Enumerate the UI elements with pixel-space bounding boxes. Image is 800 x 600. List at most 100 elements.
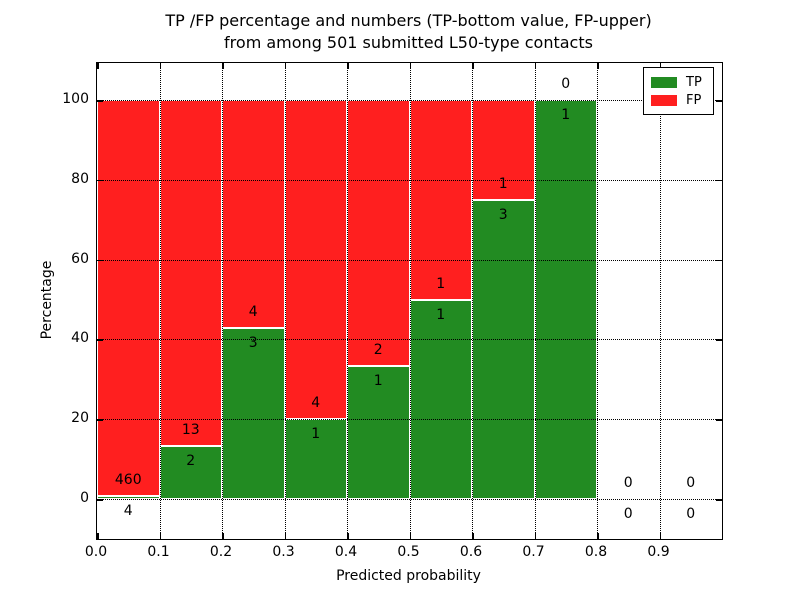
- legend-swatch-fp: [651, 94, 677, 106]
- x-tick-label: 0.7: [522, 544, 545, 560]
- x-axis-label: Predicted probability: [336, 568, 481, 584]
- tp-count-label: 1: [561, 107, 571, 123]
- bar-segment-tp: [472, 199, 535, 499]
- legend-label-tp: TP: [686, 74, 702, 90]
- plot-area: 460 4 13 2 4 3 4 1 2 1 1 1 1 3 0 1 0 0 0 0: [96, 62, 723, 540]
- x-tick-mark-top: [222, 63, 224, 69]
- bar-segment-fp: [472, 100, 535, 200]
- x-tick-mark: [347, 533, 349, 539]
- x-tick-mark: [222, 533, 224, 539]
- x-tick-mark: [284, 533, 286, 539]
- bar-segment-fp: [159, 100, 222, 446]
- y-tick-mark-right: [716, 499, 722, 501]
- bar-segment-fp: [347, 100, 410, 366]
- tp-count-label: 2: [186, 452, 196, 469]
- x-tick-label: 0.1: [147, 544, 170, 560]
- tp-count-label: 3: [248, 335, 258, 351]
- x-tick-mark: [159, 533, 161, 539]
- y-tick-label: 20: [71, 410, 89, 427]
- x-tick-label: 0.6: [459, 544, 483, 560]
- bar-segment-tp: [159, 445, 222, 499]
- y-tick-mark: [97, 100, 103, 102]
- bar-segment-tp: [222, 328, 285, 499]
- fp-count-label: 1: [498, 175, 508, 192]
- grid-line-vertical: [472, 63, 473, 539]
- fp-count-label: 4: [311, 395, 321, 412]
- bar-segment-tp: [534, 100, 597, 499]
- tp-count-label: 1: [436, 306, 446, 323]
- y-tick-mark-right: [716, 100, 722, 102]
- x-tick-label: 0.3: [272, 544, 295, 560]
- legend-swatch-tp: [651, 76, 677, 88]
- chart-title-line2: from among 501 submitted L50-type contac…: [224, 33, 593, 52]
- y-tick-mark: [97, 499, 103, 501]
- legend-label-fp: FP: [686, 92, 702, 108]
- x-tick-mark: [409, 533, 411, 539]
- bar-segment-tp: [97, 495, 160, 499]
- fp-count-label: 0: [561, 76, 571, 92]
- fp-count-label: 0: [623, 475, 633, 491]
- fp-count-label: 13: [181, 421, 200, 438]
- bar-segment-fp: [97, 100, 160, 496]
- x-tick-mark: [659, 533, 661, 539]
- x-tick-mark-top: [597, 63, 599, 69]
- y-tick-mark: [97, 339, 103, 341]
- x-tick-label: 0.0: [84, 544, 108, 560]
- tp-count-label: 0: [623, 506, 633, 522]
- x-tick-mark-top: [534, 63, 536, 69]
- y-tick-mark-right: [716, 419, 722, 421]
- grid-line-vertical: [409, 63, 411, 539]
- y-tick-label: 60: [71, 250, 89, 267]
- fp-count-label: 0: [686, 475, 696, 491]
- grid-line-vertical: [222, 63, 223, 539]
- fp-count-label: 4: [248, 304, 258, 320]
- bar-segment-fp: [222, 100, 285, 328]
- y-tick-mark: [97, 419, 103, 421]
- bar-segment-fp: [409, 100, 472, 300]
- grid-line-vertical: [659, 63, 661, 539]
- y-tick-label: 100: [62, 91, 89, 107]
- x-tick-label: 0.5: [397, 544, 420, 560]
- y-tick-mark: [97, 259, 103, 262]
- tp-count-label: 1: [311, 426, 321, 443]
- fp-count-label: 2: [373, 342, 383, 358]
- x-tick-mark-top: [284, 63, 286, 69]
- y-axis-label: Percentage: [39, 260, 55, 340]
- y-tick-mark-right: [716, 339, 722, 341]
- tp-count-label: 1: [373, 373, 383, 389]
- tp-count-label: 4: [123, 502, 133, 519]
- chart-title: TP /FP percentage and numbers (TP-bottom…: [96, 10, 721, 54]
- x-tick-mark-top: [159, 63, 161, 69]
- y-tick-mark-right: [716, 179, 722, 182]
- y-tick-label: 40: [71, 330, 89, 347]
- tp-count-label: 3: [498, 206, 508, 223]
- bar-segment-tp: [409, 299, 472, 499]
- x-tick-label: 0.9: [647, 544, 670, 560]
- x-tick-mark-top: [409, 63, 411, 69]
- x-tick-label: 0.2: [209, 544, 233, 560]
- y-tick-label: 80: [71, 170, 89, 187]
- fp-count-label: 460: [114, 471, 142, 488]
- tp-count-label: 0: [686, 506, 696, 522]
- x-tick-mark: [534, 533, 536, 539]
- x-tick-label: 0.4: [334, 544, 358, 560]
- x-tick-mark: [97, 533, 99, 539]
- legend-item-fp: FP: [651, 91, 706, 109]
- grid-line-vertical: [159, 63, 161, 539]
- x-tick-mark-top: [659, 63, 661, 69]
- y-tick-mark-right: [716, 259, 722, 262]
- legend-item-tp: TP: [651, 73, 706, 91]
- legend-box: TP FP: [643, 67, 714, 115]
- bar-segment-tp: [347, 366, 410, 499]
- y-tick-mark: [97, 179, 103, 182]
- grid-line-vertical: [284, 63, 286, 539]
- x-tick-mark-top: [347, 63, 349, 69]
- y-tick-label: 0: [80, 490, 89, 506]
- x-tick-mark-top: [97, 63, 99, 69]
- x-tick-mark-top: [472, 63, 474, 69]
- x-tick-mark: [597, 533, 599, 539]
- chart-title-line1: TP /FP percentage and numbers (TP-bottom…: [165, 11, 652, 30]
- grid-line-vertical: [597, 63, 598, 539]
- grid-line-vertical: [534, 63, 536, 539]
